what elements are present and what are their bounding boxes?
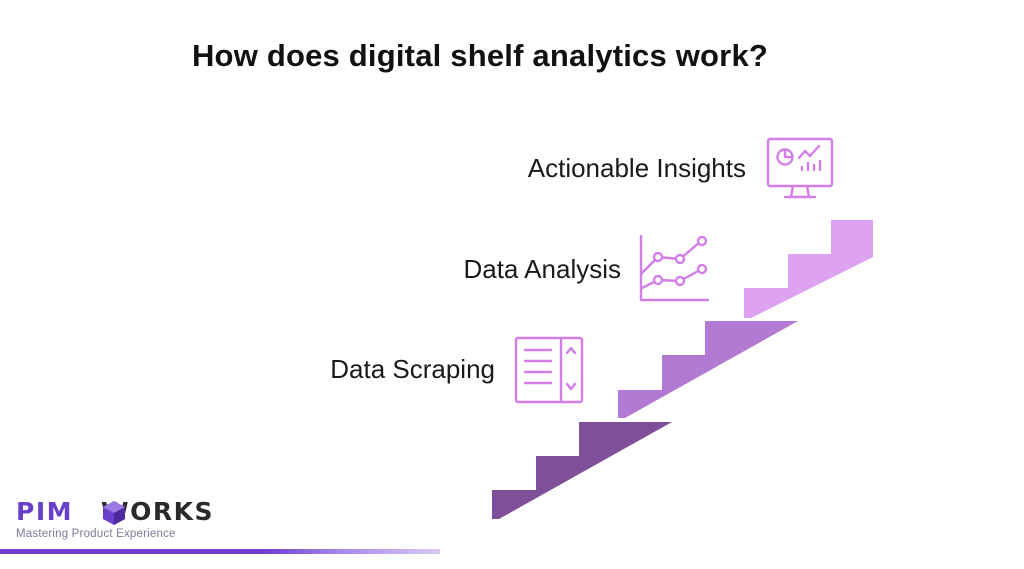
logo-cube-icon: [103, 501, 125, 525]
step-label-data-scraping: Data Scraping: [330, 354, 495, 384]
page-title: How does digital shelf analytics work?: [191, 38, 769, 73]
logo-tagline: Mastering Product Experience: [16, 528, 176, 540]
step-label-actionable-insights: Actionable Insights: [527, 153, 746, 183]
document-list-icon: [514, 336, 584, 404]
stair-block-actionable-insights: [744, 220, 873, 318]
line-graph-icon: [639, 234, 710, 302]
step-label-data-analysis: Data Analysis: [463, 254, 621, 284]
footer-accent-bar: [0, 549, 440, 554]
monitor-dashboard-icon: [766, 137, 834, 199]
stair-block-data-scraping: [492, 422, 672, 519]
stair-block-data-analysis: [618, 321, 798, 418]
logo-pim-text: PIM: [16, 497, 74, 526]
